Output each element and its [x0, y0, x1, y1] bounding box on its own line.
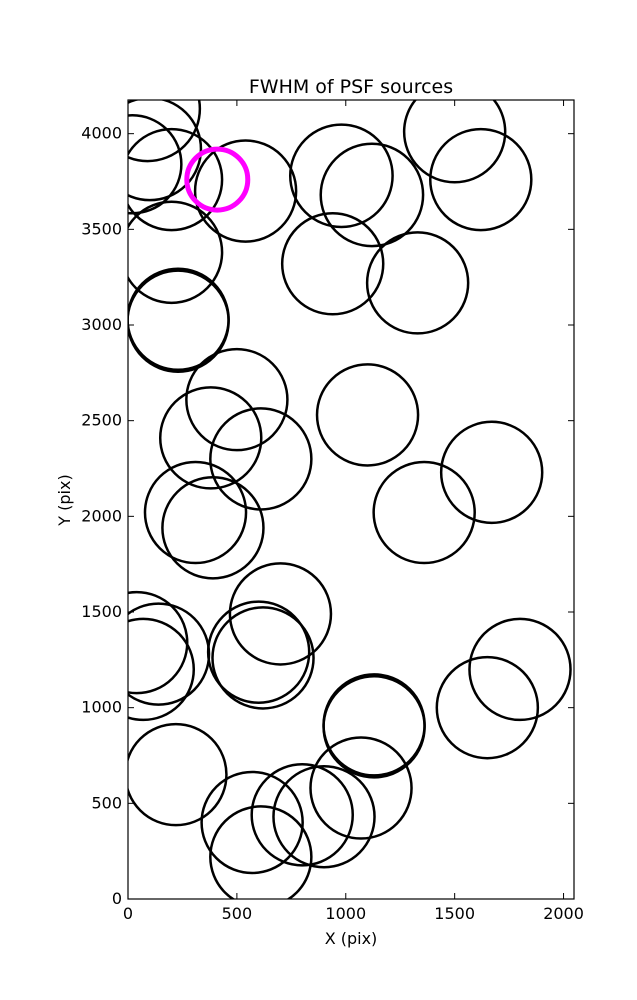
source-circle	[128, 127, 224, 232]
source-circle	[128, 269, 230, 373]
source-circle	[206, 600, 311, 704]
y-tick-label: 3500	[81, 219, 122, 238]
source-circle	[161, 476, 265, 580]
source-circle	[272, 764, 376, 869]
source-circle	[128, 100, 203, 202]
source-circle	[402, 100, 507, 184]
plot-frame	[127, 99, 575, 900]
source-circle	[309, 736, 413, 840]
source-circle	[319, 142, 425, 248]
y-tick-label: 2500	[81, 411, 122, 430]
x-axis: 0 500 1000 1500 2000	[123, 100, 584, 923]
source-circle	[128, 100, 202, 163]
source-circle	[468, 617, 572, 722]
source-circle	[128, 617, 196, 722]
source-circle	[209, 805, 313, 899]
y-tick-label: 4000	[81, 124, 122, 143]
x-tick-label: 1500	[434, 904, 475, 923]
x-tick-label: 1000	[325, 904, 366, 923]
source-circle	[185, 347, 289, 452]
y-tick-label: 500	[91, 793, 122, 812]
source-circle	[143, 460, 248, 565]
source-circle	[228, 562, 333, 666]
y-tick-label: 1000	[81, 698, 122, 717]
x-tick-label: 500	[222, 904, 253, 923]
source-circle	[322, 675, 426, 779]
plot-area	[128, 100, 572, 899]
x-axis-label: X (pix)	[325, 929, 378, 948]
y-tick-label: 3000	[81, 315, 122, 334]
source-circle	[200, 770, 304, 875]
y-axis: 0 500 1000 1500 2000 2500 3000 3500 4000	[81, 124, 574, 908]
y-axis-label: Y (pix)	[55, 474, 74, 526]
source-circle	[372, 460, 476, 565]
source-circle	[211, 606, 315, 710]
source-circle	[128, 722, 228, 827]
source-circle	[439, 420, 544, 525]
y-tick-label: 2000	[81, 506, 122, 525]
source-circle	[250, 763, 354, 867]
source-circle	[158, 386, 263, 490]
source-circle	[288, 123, 394, 229]
y-tick-label: 0	[112, 889, 122, 908]
source-circle	[128, 200, 224, 305]
source-circle	[209, 407, 313, 511]
source-circle	[315, 363, 420, 467]
source-circle	[429, 127, 533, 232]
x-tick-label: 0	[123, 904, 133, 923]
chart-title: FWHM of PSF sources	[249, 76, 453, 98]
highlight-circle	[184, 146, 251, 213]
x-tick-label: 2000	[543, 904, 584, 923]
source-circle	[365, 231, 470, 335]
y-tick-label: 1500	[81, 602, 122, 621]
source-circle	[280, 212, 385, 316]
source-circle	[193, 139, 298, 243]
source-circle	[435, 655, 540, 760]
